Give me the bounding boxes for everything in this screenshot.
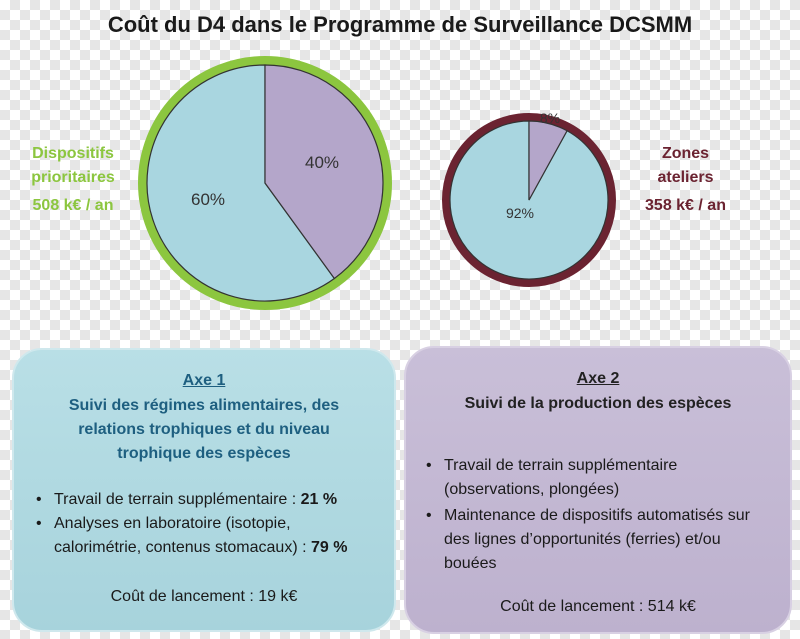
dispositifs-label-line1: Dispositifs: [32, 145, 114, 162]
bullet-value: 21 %: [300, 491, 338, 508]
bullet-value: 79 %: [311, 539, 348, 556]
page-title: Coût du D4 dans le Programme de Surveill…: [107, 12, 693, 37]
pie-ring: [442, 113, 616, 287]
list-item: Travail de terrain supplémentaire (obser…: [426, 454, 776, 502]
list-item: Analyses en laboratoire (isotopie, calor…: [36, 512, 376, 560]
pie-slice-label: 40%: [305, 153, 339, 172]
axe1-subtitle: Suivi des régimes alimentaires, des rela…: [14, 394, 394, 466]
axe1-title: Axe 1: [182, 372, 226, 389]
list-item: Travail de terrain supplémentaire : 21 %: [36, 488, 376, 512]
axe1-subtitle-line: Suivi des régimes alimentaires, des: [68, 397, 340, 414]
axe1-subtitle-line: trophique des espèces: [117, 445, 291, 462]
dispositifs-pie: 60% 40%: [138, 56, 392, 310]
pie-slice: [528, 120, 568, 201]
pie-slice-label: 92%: [506, 205, 534, 221]
axe1-box: Axe 1 Suivi des régimes alimentaires, de…: [12, 348, 396, 632]
pie-slice: [146, 64, 336, 302]
pie-slice: [264, 64, 384, 280]
zones-cost: 358 k€ / an: [645, 197, 726, 214]
axe2-cost: Coût de lancement : 514 k€: [500, 598, 696, 615]
axe1-cost: Coût de lancement : 19 k€: [110, 588, 298, 605]
bullet-text: Travail de terrain supplémentaire :: [54, 491, 301, 508]
pie-slice-label: 8%: [540, 110, 560, 126]
bullet-text: Analyses en laboratoire (isotopie, calor…: [54, 515, 311, 556]
list-item: Maintenance de dispositifs automatisés s…: [426, 504, 776, 576]
dispositifs-label: Dispositifs prioritaires 508 k€ / an: [8, 142, 138, 218]
zones-pie: 92% 8%: [442, 110, 616, 287]
dispositifs-label-line2: prioritaires: [31, 169, 115, 186]
zones-label-line1: Zones: [661, 145, 710, 162]
pie-slice-label: 60%: [191, 190, 225, 209]
axe2-subtitle: Suivi de la production des espèces: [464, 395, 732, 412]
axe2-title: Axe 2: [576, 370, 620, 387]
zones-label: Zones ateliers 358 k€ / an: [628, 142, 743, 218]
axe1-subtitle-line: relations trophiques et du niveau: [78, 421, 330, 438]
dispositifs-cost: 508 k€ / an: [32, 197, 114, 214]
axe2-bullet-list: Travail de terrain supplémentaire (obser…: [426, 454, 776, 576]
axe1-bullet-list: Travail de terrain supplémentaire : 21 %…: [36, 488, 376, 560]
axe2-box: Axe 2 Suivi de la production des espèces…: [404, 346, 792, 634]
pie-charts: 60% 40% 92% 8%: [138, 56, 616, 310]
pie-ring: [138, 56, 392, 310]
zones-label-line2: ateliers: [657, 169, 714, 186]
